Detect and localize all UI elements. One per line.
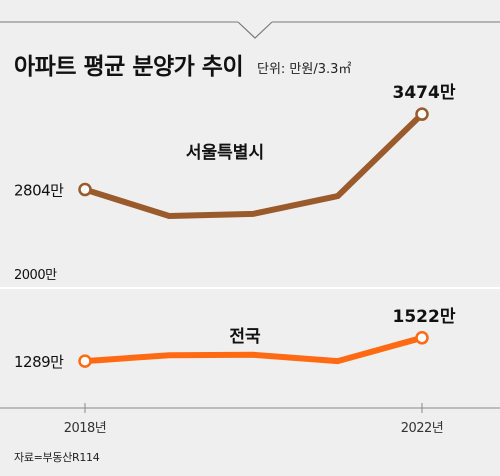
x-tick-label: 2022년 [401,421,444,436]
top-notch [237,21,273,39]
unit-label: 단위: 만원/3.3㎡ [257,62,351,77]
series-line [82,111,425,219]
data-point [415,331,429,345]
series-label: 서울특별시 [186,143,264,163]
end-value-label: 3474만 [393,83,456,103]
start-value-label: 2804만 [14,182,64,200]
end-value-label: 1522만 [393,307,456,327]
data-point [78,354,92,368]
x-tick-label: 2018년 [64,421,107,436]
series-label: 전국 [229,327,261,347]
data-point [78,182,92,197]
panel-seoul: 서울특별시 2804만 3474만 2000만 [14,83,456,283]
start-value-label: 1289만 [14,353,64,371]
source-note: 자료=부동산R114 [14,451,100,464]
axis-min-label: 2000만 [14,268,57,283]
x-axis-ticks: 2018년 2022년 [64,403,444,436]
series-line [82,334,425,365]
chart-title: 아파트 평균 분양가 추이 [14,54,243,80]
panel-national: 전국 1289만 1522만 [14,307,456,371]
data-point [415,107,429,121]
